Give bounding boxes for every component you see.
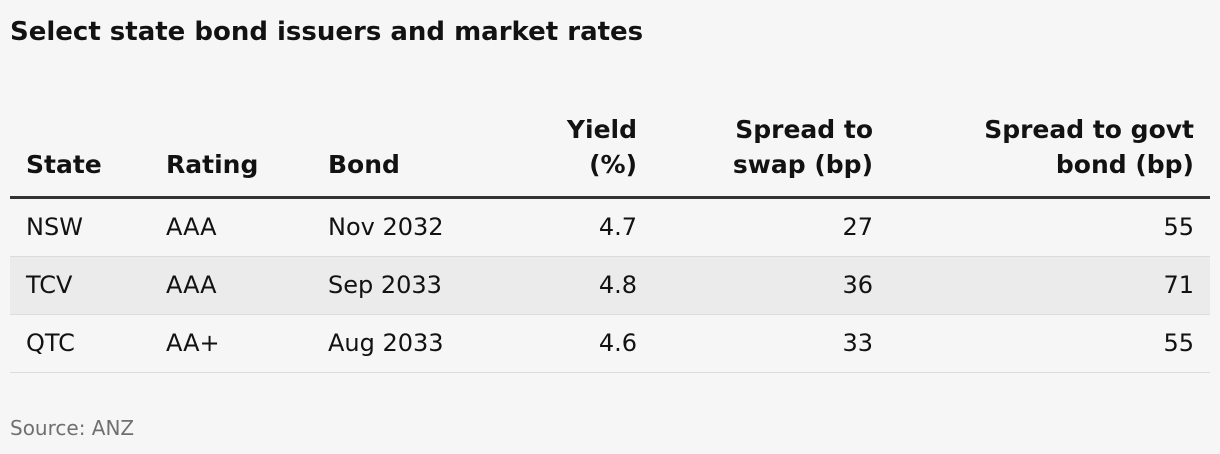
cell-rating: AAA (166, 213, 217, 241)
cell-swap: 27 (842, 213, 873, 241)
cell-swap: 33 (842, 329, 873, 357)
table-row: QTC AA+ Aug 2033 4.6 33 55 (10, 315, 1210, 373)
header-govt-line1: Spread to govt (984, 115, 1194, 144)
header-state-label: State (26, 150, 102, 179)
header-state: State (26, 147, 102, 182)
header-swap-line1: Spread to (735, 115, 873, 144)
header-govt-line2: bond (bp) (1055, 150, 1194, 179)
cell-state: TCV (26, 271, 73, 299)
table-row: NSW AAA Nov 2032 4.7 27 55 (10, 199, 1210, 257)
cell-yield: 4.7 (598, 213, 637, 241)
cell-yield: 4.8 (598, 271, 637, 299)
header-swap: Spread to swap (bp) (733, 112, 873, 182)
table-header: State Rating Bond Yield (%) Spread to sw… (10, 108, 1210, 199)
cell-bond: Sep 2033 (328, 271, 442, 299)
header-yield-line2: (%) (589, 150, 637, 179)
table-row: TCV AAA Sep 2033 4.8 36 71 (10, 257, 1210, 315)
cell-rating: AA+ (166, 329, 220, 357)
cell-yield: 4.6 (598, 329, 637, 357)
header-bond-label: Bond (328, 150, 400, 179)
cell-state: QTC (26, 329, 75, 357)
cell-state: NSW (26, 213, 83, 241)
cell-govt: 55 (1163, 329, 1194, 357)
chart-title: Select state bond issuers and market rat… (10, 17, 644, 47)
header-yield: Yield (%) (567, 112, 637, 182)
cell-bond: Nov 2032 (328, 213, 444, 241)
header-yield-line1: Yield (566, 115, 637, 144)
header-rating: Rating (166, 147, 258, 182)
source-note: Source: ANZ (10, 416, 135, 440)
header-swap-line2: swap (bp) (732, 150, 873, 179)
header-govt: Spread to govt bond (bp) (984, 112, 1194, 182)
cell-rating: AAA (166, 271, 217, 299)
cell-swap: 36 (842, 271, 873, 299)
cell-bond: Aug 2033 (328, 329, 444, 357)
cell-govt: 71 (1163, 271, 1194, 299)
bond-table: State Rating Bond Yield (%) Spread to sw… (10, 108, 1210, 373)
header-rating-label: Rating (166, 150, 259, 179)
cell-govt: 55 (1163, 213, 1194, 241)
header-bond: Bond (328, 147, 400, 182)
